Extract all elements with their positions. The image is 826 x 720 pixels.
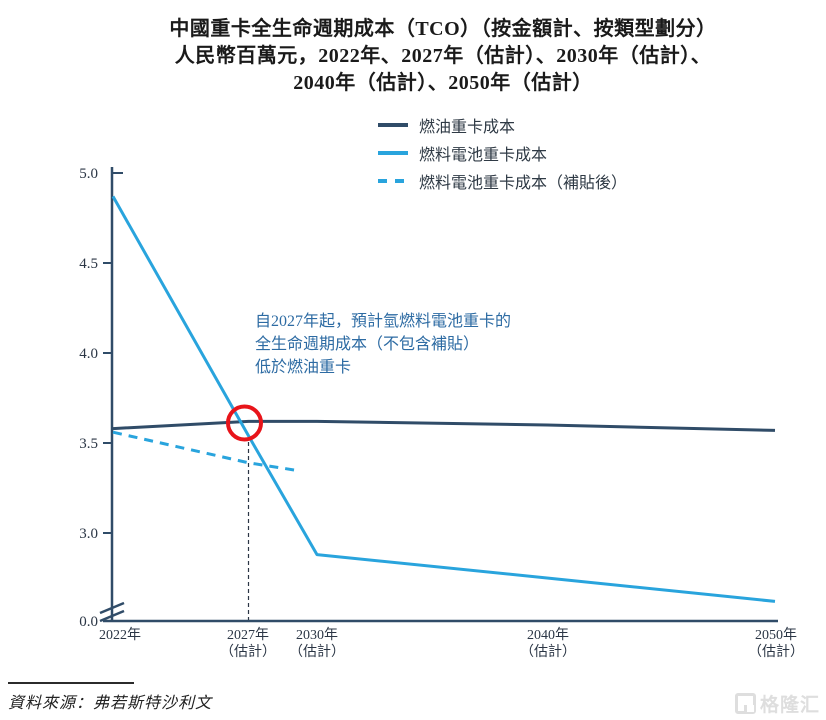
y-tick-label-0.0: 0.0 — [79, 614, 98, 630]
chart-legend: 燃油重卡成本 燃料電池重卡成本 燃料電池重卡成本（補貼後） — [378, 111, 627, 195]
series-line-fuel-cell-subsidized — [112, 430, 295, 472]
x-axis-label-2030: 2030年 （估計） — [289, 628, 345, 660]
x-axis-label-2022: 2022年 — [99, 628, 141, 643]
gelonghui-logo-text: 格隆汇 — [759, 695, 820, 716]
series-line-fuel-cell — [111, 195, 776, 603]
legend-dashed-blue-line-icon — [378, 179, 408, 183]
annotation-line2: 全生命週期成本（不包含補貼） — [255, 336, 480, 353]
annotation-line3: 低於燃油重卡 — [255, 359, 352, 376]
legend-item-fuel-cell-truck-cost: 燃料電池重卡成本 — [378, 139, 627, 167]
source-divider-line — [8, 682, 134, 684]
chart-title: 中國重卡全生命週期成本（TCO）（按金額計、按類型劃分） 人民幣百萬元，2022… — [60, 16, 826, 97]
legend-solid-navy-line-icon — [378, 123, 408, 127]
chart-title-line1: 中國重卡全生命週期成本（TCO）（按金額計、按類型劃分） — [169, 18, 717, 40]
legend-label-fuel-cell-subsidized: 燃料電池重卡成本（補貼後） — [419, 175, 628, 192]
chart-title-line3: 2040年（估計）、2050年（估計） — [293, 72, 593, 94]
legend-item-diesel-truck-cost: 燃油重卡成本 — [378, 111, 627, 139]
series-line-diesel — [112, 419, 776, 432]
y-tick-label-5.0: 5.0 — [79, 166, 98, 182]
annotation-line1: 自2027年起，預計氫燃料電池重卡的 — [255, 313, 512, 330]
chart-title-line2: 人民幣百萬元，2022年、2027年（估計）、2030年（估計）、 — [174, 45, 712, 67]
gelonghui-watermark: 格隆汇 — [734, 690, 820, 717]
legend-label-fuel-cell: 燃料電池重卡成本 — [419, 147, 548, 164]
y-tick-label-4.0: 4.0 — [79, 346, 98, 362]
source-note: 資料來源：弗若斯特沙利文 — [8, 695, 213, 712]
x-axis-label-2027: 2027年 （估計） — [220, 628, 276, 660]
axis-break-slash-1 — [99, 601, 125, 615]
crossover-circle-marker — [226, 404, 263, 442]
legend-label-diesel: 燃油重卡成本 — [419, 119, 516, 136]
x-axis-label-2050: 2050年 （估計） — [748, 628, 804, 660]
axis-break-slash-2 — [99, 609, 125, 623]
x-axis-label-2040: 2040年 （估計） — [520, 628, 576, 660]
y-tick-label-3.5: 3.5 — [79, 436, 98, 452]
series-layer — [111, 195, 776, 603]
y-tick-label-3.0: 3.0 — [79, 526, 98, 542]
legend-item-fuel-cell-subsidized-cost: 燃料電池重卡成本（補貼後） — [378, 167, 627, 195]
crossover-annotation: 自2027年起，預計氫燃料電池重卡的 全生命週期成本（不包含補貼） 低於燃油重卡 — [255, 310, 511, 379]
gelonghui-logo-icon — [734, 693, 756, 714]
y-tick-label-4.5: 4.5 — [79, 256, 98, 272]
legend-solid-blue-line-icon — [378, 151, 408, 155]
